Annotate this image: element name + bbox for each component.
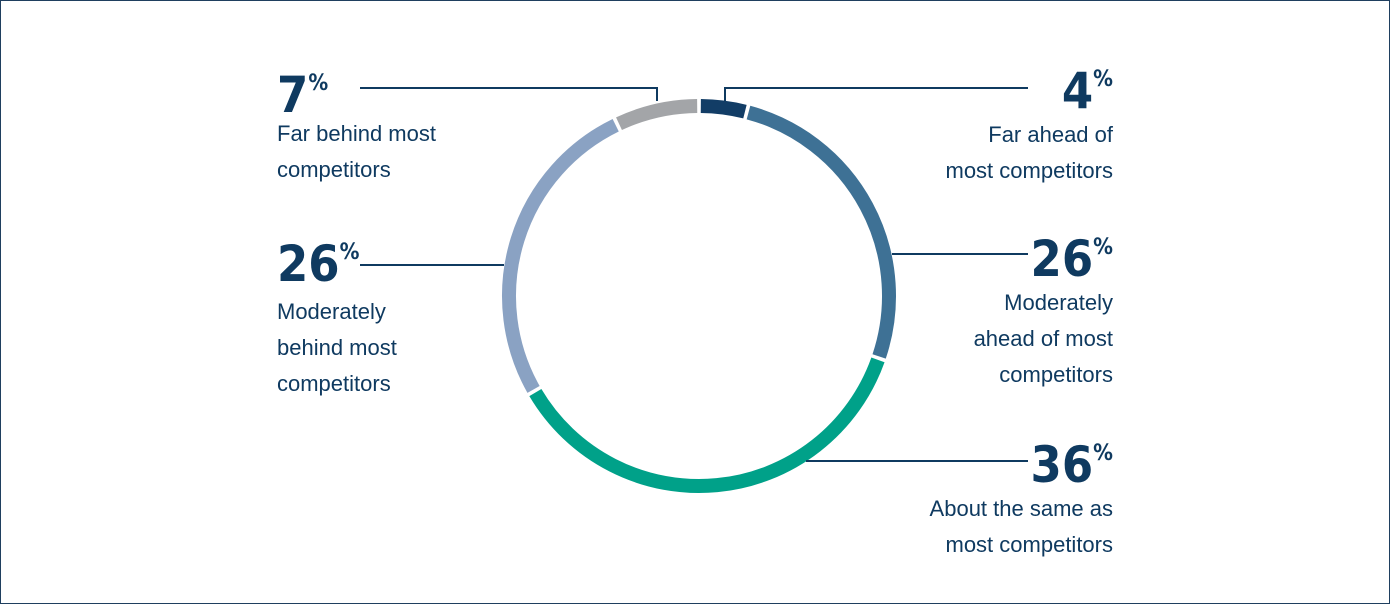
slice-value-label-2: 26% xyxy=(1031,230,1114,288)
slice-value-label-3: 36% xyxy=(1031,436,1114,494)
donut-slice-5 xyxy=(616,99,698,131)
slice-category-label-2: Moderately ahead of most competitors xyxy=(974,290,1113,387)
slice-category-label-4: Moderately behind most competitors xyxy=(277,299,397,396)
leader-line-1 xyxy=(724,87,1028,101)
donut-slice-2 xyxy=(746,105,896,359)
slice-value-label-1: 4% xyxy=(1062,62,1113,120)
slice-category-label-5: Far behind most competitors xyxy=(277,121,436,182)
donut-slice-3 xyxy=(529,357,885,493)
donut-slice-1 xyxy=(700,99,747,119)
leader-line-5 xyxy=(360,87,658,101)
donut-slice-4 xyxy=(502,118,619,393)
slice-value-label-5: 7% xyxy=(277,66,328,124)
slice-category-label-1: Far ahead of most competitors xyxy=(946,122,1114,183)
slice-value-label-4: 26% xyxy=(277,235,360,293)
slice-category-label-3: About the same as most competitors xyxy=(930,496,1113,557)
